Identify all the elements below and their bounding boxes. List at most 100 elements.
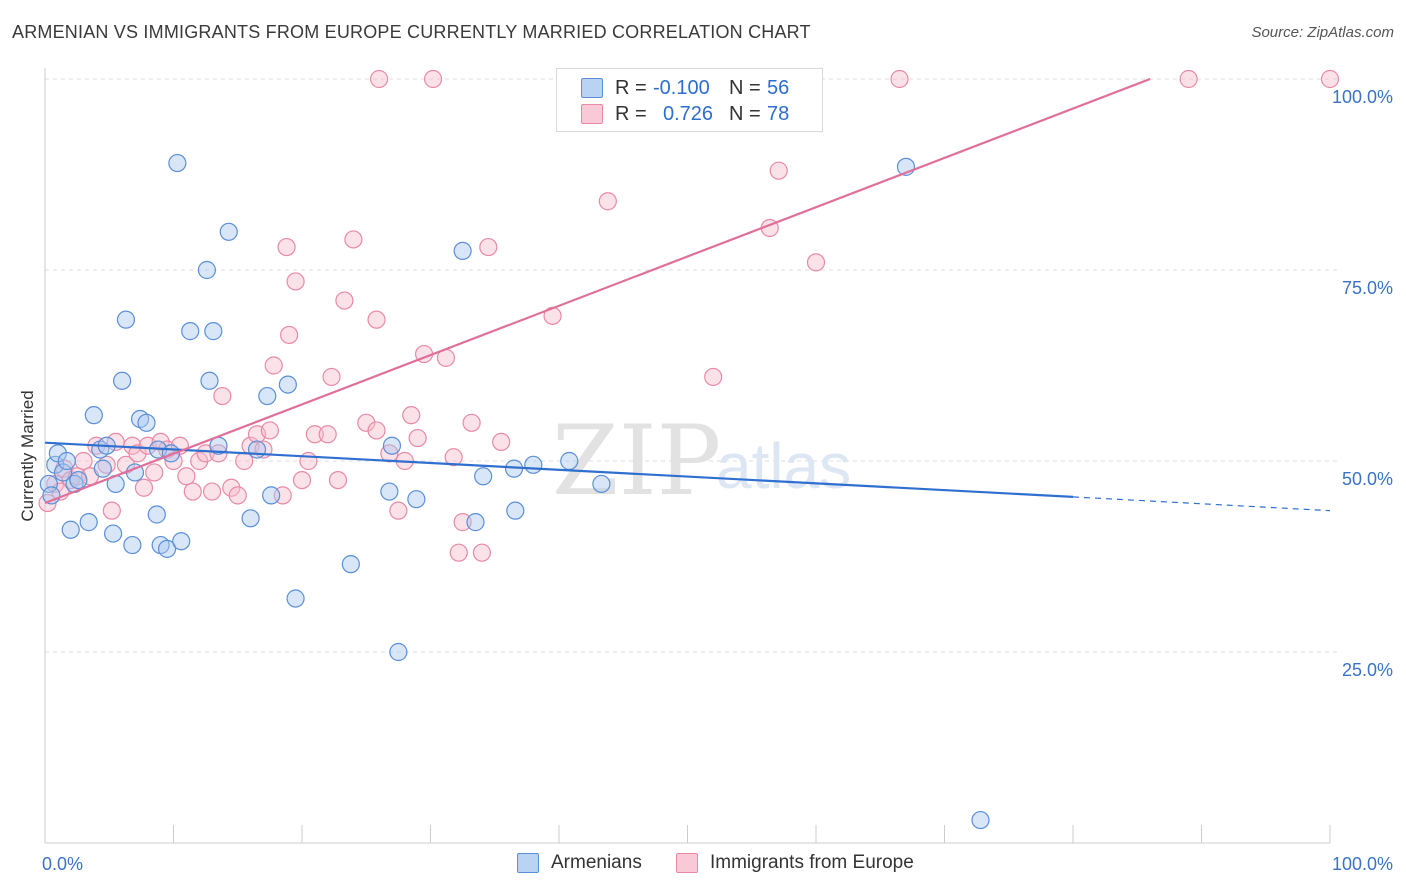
legend-n-value: 56: [767, 76, 790, 99]
immigrants-point: [177, 467, 196, 486]
legend-swatch-blue: [517, 853, 539, 873]
legend-swatch-pink: [676, 853, 698, 873]
armenians-point: [112, 371, 132, 390]
armenians-point: [79, 513, 98, 532]
immigrants-point: [449, 543, 468, 562]
legend-n-value: 78: [767, 102, 790, 125]
legend-n-label: N =: [729, 102, 761, 125]
armenians-trend-line: [44, 441, 1074, 499]
axis-layer: [44, 68, 1331, 844]
series-legend: Armenians Immigrants from Europe: [0, 852, 1406, 876]
immigrants-point: [286, 272, 305, 291]
legend-swatch-pink: [581, 104, 603, 124]
immigrants-point: [890, 69, 909, 89]
immigrants-point: [128, 444, 147, 463]
immigrants-point: [408, 428, 427, 448]
y-tick-label: 50.0%: [1342, 469, 1393, 489]
armenians-point: [93, 459, 112, 478]
watermark-zip: ZIP: [552, 405, 721, 517]
immigrants-point: [280, 325, 299, 345]
immigrants-point: [402, 406, 421, 425]
armenians-point: [247, 440, 267, 459]
armenians-point: [39, 474, 58, 494]
immigrants-point: [145, 463, 164, 482]
armenians-point: [971, 810, 990, 830]
chart-source: Source: ZipAtlas.com: [1251, 24, 1394, 41]
immigrants-point: [344, 230, 363, 249]
immigrants-point: [389, 501, 408, 520]
immigrants-point: [190, 451, 209, 471]
immigrants-point: [806, 253, 826, 272]
immigrants-point: [213, 386, 232, 406]
armenians-point: [389, 642, 408, 662]
immigrants-point: [202, 482, 222, 501]
armenians-point: [407, 490, 426, 509]
armenians-point: [172, 532, 191, 551]
armenians-point: [453, 241, 472, 260]
armenians-point: [61, 520, 80, 539]
legend-item-armenians[interactable]: Armenians: [517, 852, 642, 874]
immigrants-point: [1179, 69, 1198, 89]
immigrants-point: [453, 513, 472, 532]
armenians-point: [168, 153, 187, 173]
armenians-point: [116, 310, 136, 329]
tick-label-layer: 25.0% 50.0% 75.0% 100.0% 0.0% 100.0%: [42, 87, 1393, 874]
immigrants-point: [292, 471, 312, 490]
chart-title: ARMENIAN VS IMMIGRANTS FROM EUROPE CURRE…: [12, 22, 811, 42]
armenians-point: [592, 474, 611, 494]
immigrants-point: [277, 237, 296, 257]
trend-layer: [44, 77, 1331, 512]
immigrants-point: [228, 486, 247, 505]
armenians-point: [46, 455, 65, 474]
x-tick-label-min: 0.0%: [42, 854, 83, 874]
armenians-point: [241, 509, 260, 528]
legend-n-label: N =: [729, 76, 761, 99]
immigrants-point: [74, 451, 93, 471]
immigrants-point: [134, 478, 154, 497]
armenians-point: [137, 413, 156, 432]
immigrants-point: [492, 432, 511, 451]
y-tick-label: 25.0%: [1342, 660, 1393, 680]
armenians-point: [204, 322, 223, 341]
legend-r-value: -0.100: [653, 76, 710, 99]
watermark-layer: ZIP atlas: [552, 405, 851, 517]
armenians-point: [123, 535, 142, 555]
legend-row-immigrants: R = 0.726 N = 78: [581, 103, 843, 125]
immigrants-point: [444, 448, 463, 467]
armenians-point: [382, 436, 402, 455]
armenians-point: [278, 375, 297, 394]
legend-r-value: 0.726: [663, 102, 714, 125]
armenians-point: [197, 260, 217, 280]
immigrants-point: [479, 237, 498, 257]
immigrants-point: [357, 413, 376, 432]
immigrants-point: [370, 69, 389, 89]
immigrants-point: [264, 356, 283, 375]
legend-item-immigrants[interactable]: Immigrants from Europe: [676, 852, 914, 874]
y-tick-label: 100.0%: [1332, 87, 1393, 107]
armenians-point: [181, 322, 200, 341]
armenians-point: [147, 505, 166, 524]
armenians-point: [219, 222, 238, 241]
armenians-point: [200, 371, 219, 390]
legend-label-armenians: Armenians: [551, 852, 642, 873]
armenians-point: [560, 451, 579, 471]
immigrants-point: [260, 421, 279, 440]
legend-row-armenians: R = -0.100 N = 56: [581, 77, 843, 99]
immigrants-point: [1320, 69, 1340, 89]
armenians-point: [506, 501, 525, 520]
immigrants-point: [299, 451, 318, 471]
immigrants-point: [335, 291, 354, 310]
immigrants-point: [472, 543, 491, 562]
immigrants-point: [704, 367, 723, 387]
armenians-point: [524, 455, 543, 474]
immigrants-point: [222, 478, 241, 497]
legend-label-immigrants: Immigrants from Europe: [710, 852, 914, 873]
immigrants-trend-line: [44, 77, 1151, 505]
immigrants-point: [183, 482, 202, 501]
immigrants-point: [305, 425, 324, 444]
armenians-trend-extension: [1072, 496, 1331, 512]
armenians-point: [474, 467, 493, 486]
armenians-point: [262, 486, 281, 505]
legend-r-label: R =: [615, 102, 647, 125]
